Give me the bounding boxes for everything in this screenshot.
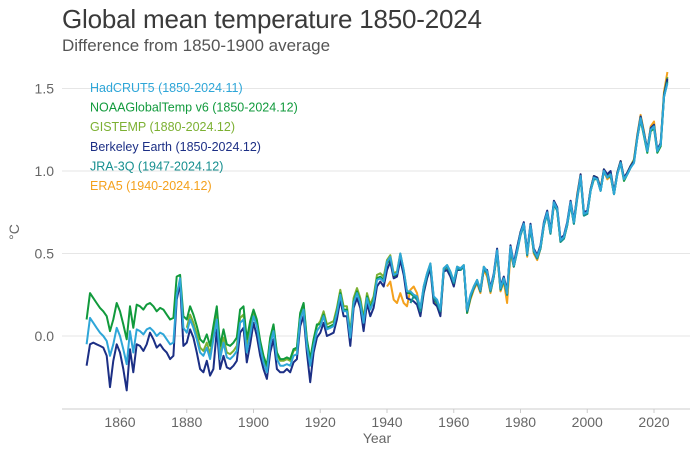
series-line xyxy=(409,81,669,313)
legend-entry: Berkeley Earth (1850-2024.12) xyxy=(90,140,261,154)
y-tick-label: 1.5 xyxy=(35,81,55,97)
legend-entry: GISTEMP (1880-2024.12) xyxy=(90,120,235,134)
series-line xyxy=(85,83,669,374)
x-tick-label: 1920 xyxy=(305,414,336,430)
x-tick-label: 1940 xyxy=(371,414,402,430)
chart-title: Global mean temperature 1850-2024 xyxy=(62,4,482,34)
x-tick-label: 1860 xyxy=(104,414,135,430)
chart-subtitle: Difference from 1850-1900 average xyxy=(62,36,331,55)
x-tick-label: 1980 xyxy=(505,414,536,430)
x-tick-label: 1880 xyxy=(171,414,202,430)
series-line xyxy=(185,76,669,369)
x-tick-label: 1900 xyxy=(238,414,269,430)
x-tick-label: 2000 xyxy=(572,414,603,430)
y-axis-label: °C xyxy=(6,224,22,240)
y-tick-label: 0.5 xyxy=(35,246,55,262)
x-tick-label: 2020 xyxy=(638,414,669,430)
legend-entry: NOAAGlobalTemp v6 (1850-2024.12) xyxy=(90,101,298,115)
y-tick-label: 1.0 xyxy=(35,163,55,179)
x-axis-label: Year xyxy=(363,430,392,446)
legend-entry: HadCRUT5 (1850-2024.11) xyxy=(90,81,243,95)
y-tick-label: 0.0 xyxy=(35,328,55,344)
x-tick-label: 1960 xyxy=(438,414,469,430)
series-line xyxy=(386,71,669,316)
legend-entry: JRA-3Q (1947-2024.12) xyxy=(90,159,223,173)
legend-entry: ERA5 (1940-2024.12) xyxy=(90,179,212,193)
series-line xyxy=(85,78,669,392)
